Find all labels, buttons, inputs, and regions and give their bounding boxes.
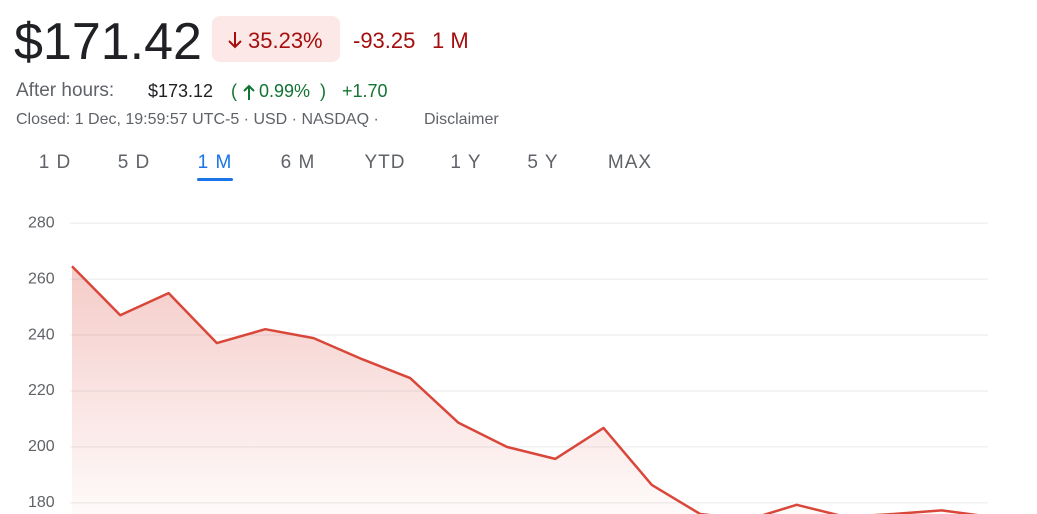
range-tab[interactable]: 6 M — [280, 152, 316, 173]
area-fill — [72, 266, 990, 514]
range-tab[interactable]: MAX — [607, 152, 653, 173]
down-arrow-icon — [228, 32, 242, 49]
range-tab[interactable]: 5 Y — [527, 152, 559, 173]
range-tab[interactable]: YTD — [364, 152, 406, 173]
y-tick-label: 280 — [28, 214, 55, 231]
market-status: Closed: 1 Dec, 19:59:57 UTC-5 · USD · NA… — [16, 111, 379, 128]
price-line — [71, 265, 979, 514]
y-tick-label: 180 — [28, 494, 55, 511]
change-percent: 35.23% — [248, 28, 323, 53]
after-hours-label: After hours: — [16, 80, 115, 101]
range-tab[interactable]: 1 D — [38, 152, 72, 173]
y-tick-label: 220 — [28, 382, 55, 399]
change-period: 1 M — [432, 28, 469, 53]
range-tab[interactable]: 1 M — [197, 152, 233, 173]
after-hours-price: $173.12 — [148, 81, 214, 101]
y-tick-label: 260 — [28, 270, 55, 287]
range-tab[interactable]: 5 D — [117, 152, 151, 173]
y-tick-label: 240 — [28, 326, 55, 343]
paren: ) — [320, 81, 326, 101]
change-value: -93.25 — [353, 28, 416, 53]
y-tick-label: 200 — [28, 438, 55, 455]
up-arrow-icon — [243, 84, 255, 100]
after-hours-change: +1.70 — [342, 81, 388, 101]
range-tab[interactable]: 1 Y — [450, 152, 482, 173]
selected-underline — [197, 178, 233, 181]
price: $171.42 — [14, 13, 202, 71]
disclaimer-link[interactable]: Disclaimer — [424, 111, 499, 128]
paren: ( — [231, 81, 237, 101]
after-hours-percent: 0.99% — [259, 81, 311, 101]
change-pill — [212, 16, 340, 62]
